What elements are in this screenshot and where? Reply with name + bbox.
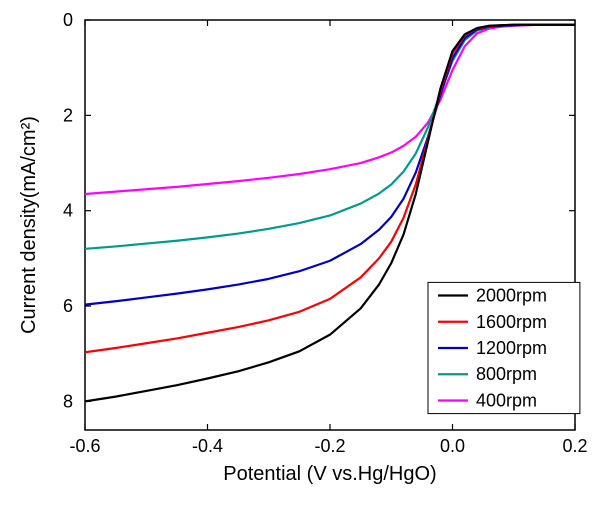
y-axis-label: Current density(mA/cm²) <box>18 116 40 334</box>
y-tick-label: 2 <box>63 105 73 125</box>
chart-svg: -0.6 -0.4 -0.2 0.0 0.2 0 2 4 6 8 Potential (V vs.H… <box>0 0 608 506</box>
x-axis-label: Potential (V vs.Hg/HgO) <box>223 463 436 485</box>
y-tick-label: 6 <box>63 296 73 316</box>
x-tick-label: -0.2 <box>314 436 345 456</box>
y-tick-label: 4 <box>63 201 73 221</box>
x-tick-label: -0.4 <box>192 436 223 456</box>
legend-label: 800rpm <box>476 364 537 384</box>
y-tick-label: 0 <box>63 10 73 30</box>
legend-label: 400rpm <box>476 390 537 410</box>
legend-label: 1200rpm <box>476 338 547 358</box>
x-tick-label: 0.2 <box>562 436 587 456</box>
x-tick-label: -0.6 <box>69 436 100 456</box>
legend-label: 2000rpm <box>476 286 547 306</box>
polarization-chart: -0.6 -0.4 -0.2 0.0 0.2 0 2 4 6 8 Potential (V vs.H… <box>0 0 608 506</box>
x-tick-label: 0.0 <box>440 436 465 456</box>
y-tick-label: 8 <box>63 391 73 411</box>
legend-label: 1600rpm <box>476 312 547 332</box>
